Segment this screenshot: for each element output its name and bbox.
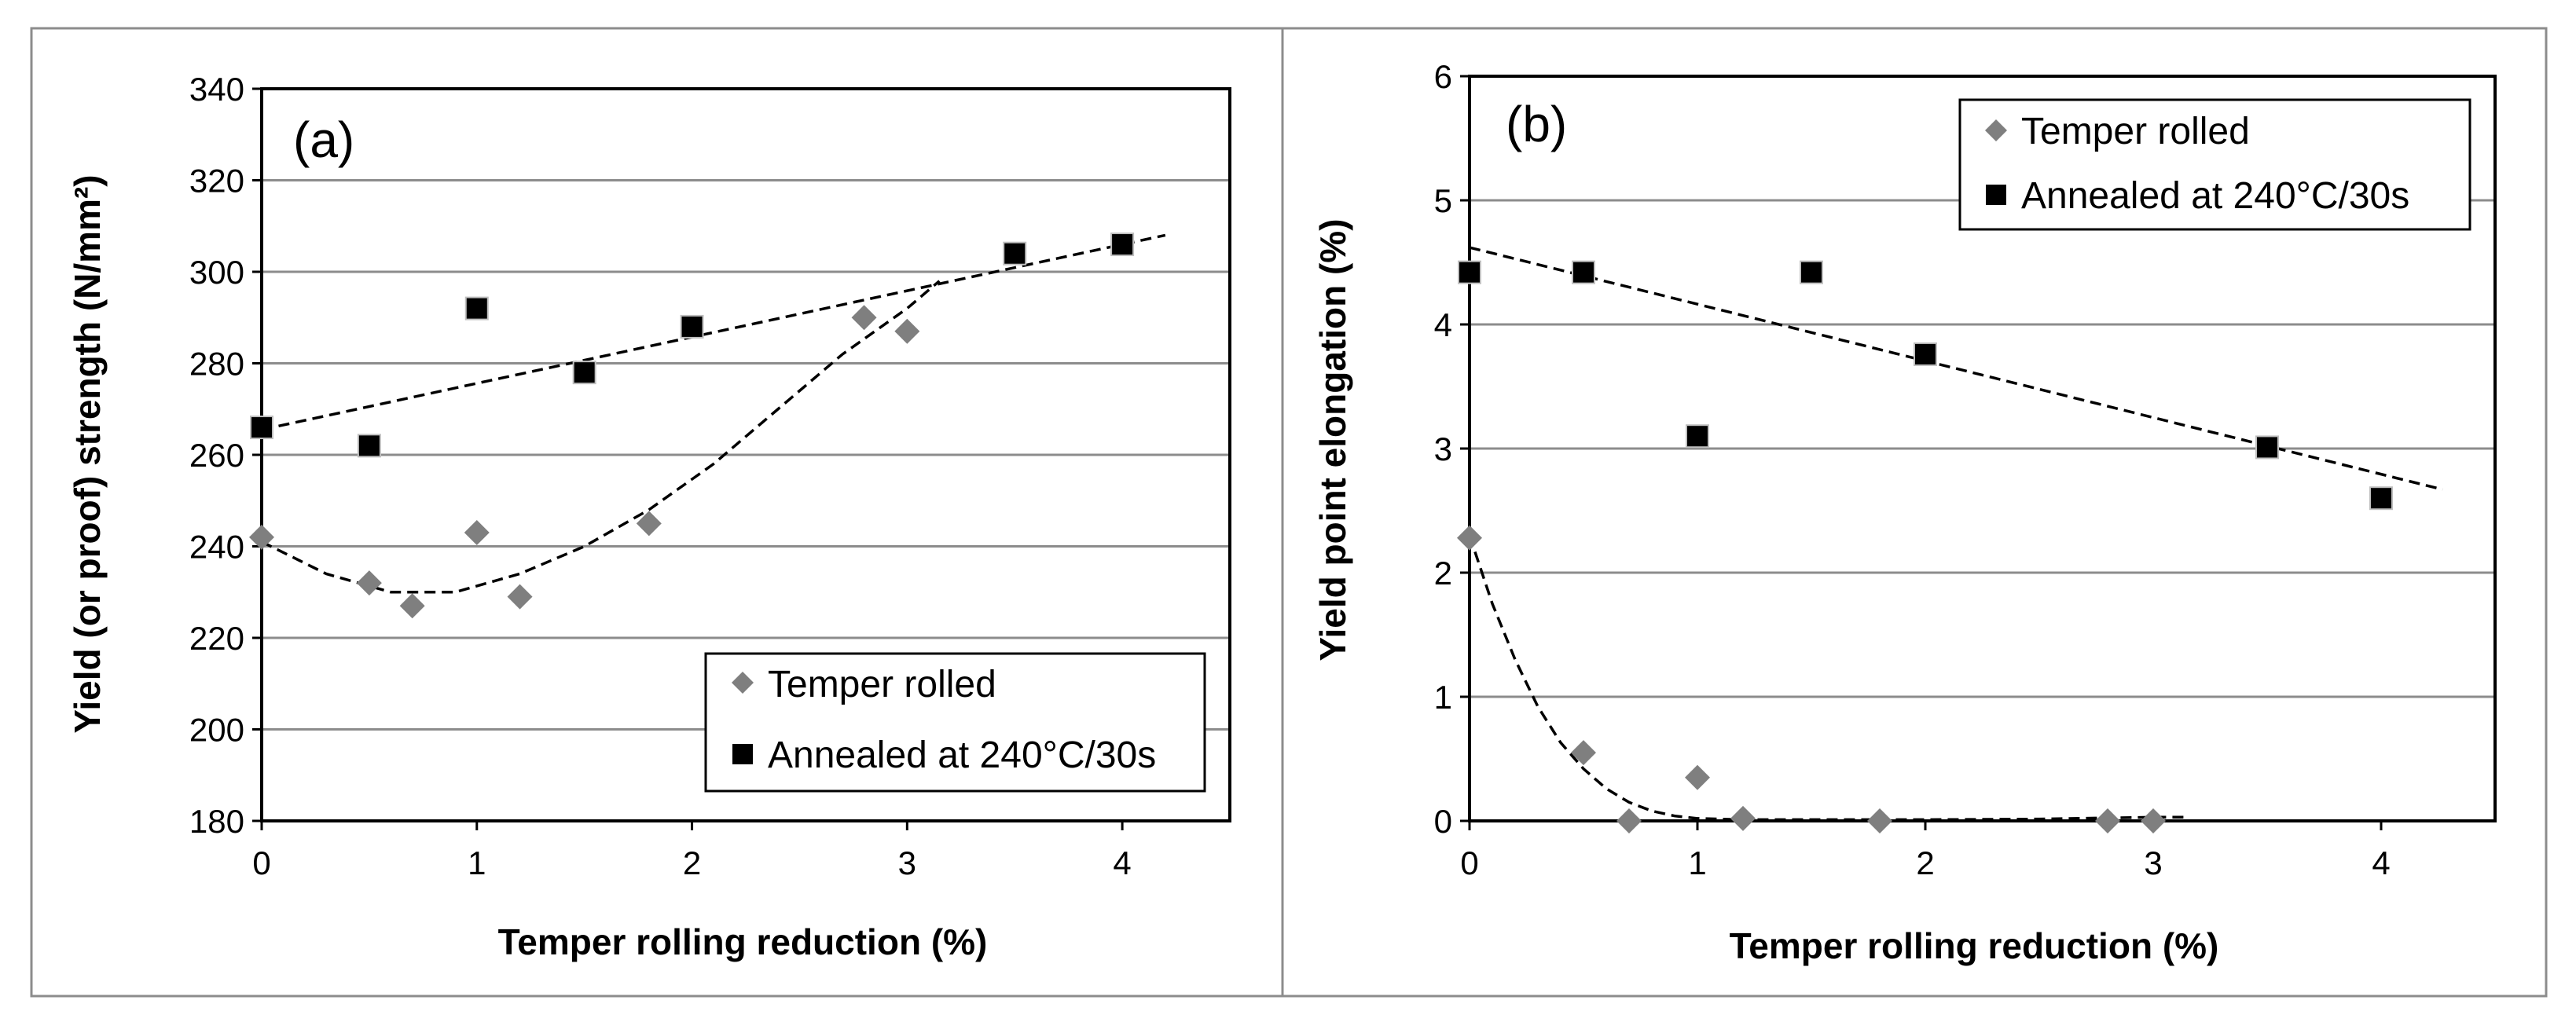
y-tick-label: 2 (1434, 555, 1452, 592)
annealed-point (2255, 435, 2279, 460)
y-tick-label: 6 (1434, 58, 1452, 95)
annealed-point (1800, 260, 1823, 284)
panel-b-y-axis-title: Yield point elongation (%) (1312, 218, 1353, 661)
temper-rolled-point (1571, 740, 1596, 766)
annealed-point (1914, 342, 1937, 366)
panel-b-legend-temper-rolled: Temper rolled (2021, 111, 2250, 152)
annealed-point (1110, 233, 1135, 257)
panel-a-legend: Temper rolled Annealed at 240°C/30s (704, 652, 1206, 793)
panel-b-trendlines (1468, 246, 2443, 822)
panel-a-gridlines (262, 87, 1230, 822)
panel-b-label: (b) (1506, 96, 1567, 152)
annealed-point (2369, 486, 2393, 511)
panel-a-legend-diamond-icon (732, 672, 754, 694)
temper-rolled-point (1457, 525, 1482, 551)
panel-b-legend-diamond-icon (1985, 119, 2007, 141)
panel-a-points (249, 233, 1135, 619)
panel-b: 0 1 2 3 4 5 6 0 1 2 3 4 (b) Temper rolling reducti… (1281, 27, 2548, 998)
panel-a-label: (a) (293, 112, 354, 168)
annealed-point (1572, 260, 1595, 284)
panel-a-xtick-labels: 0 1 2 3 4 (252, 821, 1132, 881)
x-tick-label: 3 (2144, 844, 2162, 881)
panel-a-legend-square-icon (732, 744, 753, 764)
x-tick-label: 2 (1916, 844, 1934, 881)
y-tick-label: 180 (189, 803, 244, 840)
temper-rolled-point (249, 524, 274, 550)
panel-a: 180 200 220 240 260 280 300 320 340 0 1 2 3 4 (a) Te… (30, 27, 1284, 998)
temper-rolled-point (1730, 805, 1756, 831)
panel-a-x-axis-title: Temper rolling reduction (%) (498, 921, 988, 962)
panel-a-legend-annealed: Annealed at 240°C/30s (768, 734, 1156, 776)
temper-rolled-point (851, 305, 877, 331)
annealed-point (250, 416, 273, 440)
temper-rolled-point (1685, 764, 1710, 790)
annealed-point (1686, 424, 1709, 449)
y-tick-label: 0 (1434, 803, 1452, 840)
panel-a-trendlines (261, 233, 1166, 594)
temper-rolled-point (2141, 808, 2166, 833)
temper-rolled-point (636, 511, 662, 537)
trendline-diamond (261, 280, 941, 594)
panel-b-legend-annealed: Annealed at 240°C/30s (2021, 175, 2409, 217)
y-tick-label: 220 (189, 620, 244, 657)
panel-b-legend-box (1958, 98, 2471, 231)
temper-rolled-point (1616, 808, 1642, 833)
trendline-square (261, 233, 1166, 431)
panel-b-legend: Temper rolled Annealed at 240°C/30s (1958, 98, 2471, 231)
temper-rolled-point (399, 593, 425, 619)
annealed-point (464, 296, 489, 321)
y-tick-label: 240 (189, 529, 244, 566)
x-tick-label: 1 (1688, 844, 1706, 881)
panel-a-ytick-labels: 180 200 220 240 260 280 300 320 340 (189, 71, 262, 840)
panel-b-xtick-labels: 0 1 2 3 4 (1460, 821, 2391, 881)
panel-b-ytick-labels: 0 1 2 3 4 5 6 (1434, 58, 1470, 840)
x-tick-label: 2 (683, 844, 701, 881)
y-tick-label: 320 (189, 163, 244, 200)
y-tick-label: 4 (1434, 306, 1452, 343)
x-tick-label: 4 (2372, 844, 2390, 881)
y-tick-label: 300 (189, 254, 244, 291)
temper-rolled-point (507, 584, 533, 610)
x-tick-label: 1 (468, 844, 486, 881)
y-tick-label: 5 (1434, 182, 1452, 219)
y-tick-label: 340 (189, 71, 244, 108)
annealed-point (572, 361, 596, 385)
y-tick-label: 3 (1434, 430, 1452, 467)
temper-rolled-point (1867, 808, 1892, 833)
panel-a-legend-temper-rolled: Temper rolled (768, 664, 996, 705)
temper-rolled-point (464, 520, 490, 546)
annealed-point (357, 434, 381, 458)
x-tick-label: 3 (898, 844, 916, 881)
temper-rolled-point (356, 570, 382, 596)
panel-b-x-axis-title: Temper rolling reduction (%) (1730, 925, 2219, 966)
annealed-point (680, 314, 704, 339)
y-tick-label: 280 (189, 346, 244, 383)
x-tick-label: 0 (252, 844, 270, 881)
x-tick-label: 4 (1113, 844, 1131, 881)
annealed-point (1003, 241, 1027, 266)
y-tick-label: 1 (1434, 679, 1452, 716)
panel-a-legend-box (704, 652, 1206, 793)
panel-b-legend-square-icon (1986, 185, 2006, 205)
y-tick-label: 200 (189, 712, 244, 749)
x-tick-label: 0 (1460, 844, 1478, 881)
y-tick-label: 260 (189, 437, 244, 474)
temper-rolled-point (2095, 808, 2120, 833)
panel-a-y-axis-title: Yield (or proof) strength (N/mm²) (67, 174, 108, 733)
annealed-point (1458, 260, 1481, 284)
temper-rolled-point (894, 318, 920, 344)
trendline-square (1469, 246, 2443, 491)
panel-b-points (1457, 260, 2393, 833)
